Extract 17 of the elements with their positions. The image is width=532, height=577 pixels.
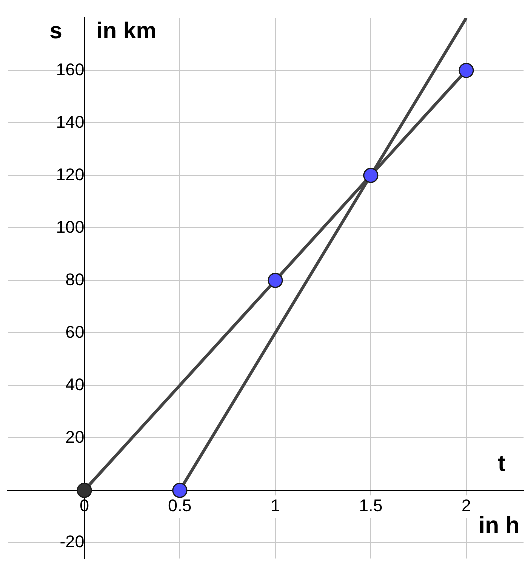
- y-tick-label: 140: [56, 112, 85, 132]
- y-tick-label: 20: [66, 428, 85, 447]
- y-tick-label: -20: [60, 532, 85, 552]
- x-tick-label: 0.5: [168, 496, 192, 516]
- annotation: in km: [96, 18, 157, 44]
- x-tick-label: 2: [462, 496, 472, 516]
- x-tick-label: 1.5: [359, 496, 383, 516]
- x-tick-label: 1: [270, 496, 280, 516]
- y-tick-label: 100: [56, 218, 85, 237]
- annotation: in h: [478, 512, 520, 538]
- y-tick-label: 120: [56, 165, 85, 184]
- y-tick-label: 160: [56, 60, 85, 80]
- y-tick-label: 60: [66, 322, 85, 342]
- y-tick-label: 40: [66, 375, 85, 394]
- y-axis-title: s: [50, 18, 63, 44]
- x-axis-title: t: [498, 450, 506, 476]
- y-tick-label: 80: [66, 270, 85, 290]
